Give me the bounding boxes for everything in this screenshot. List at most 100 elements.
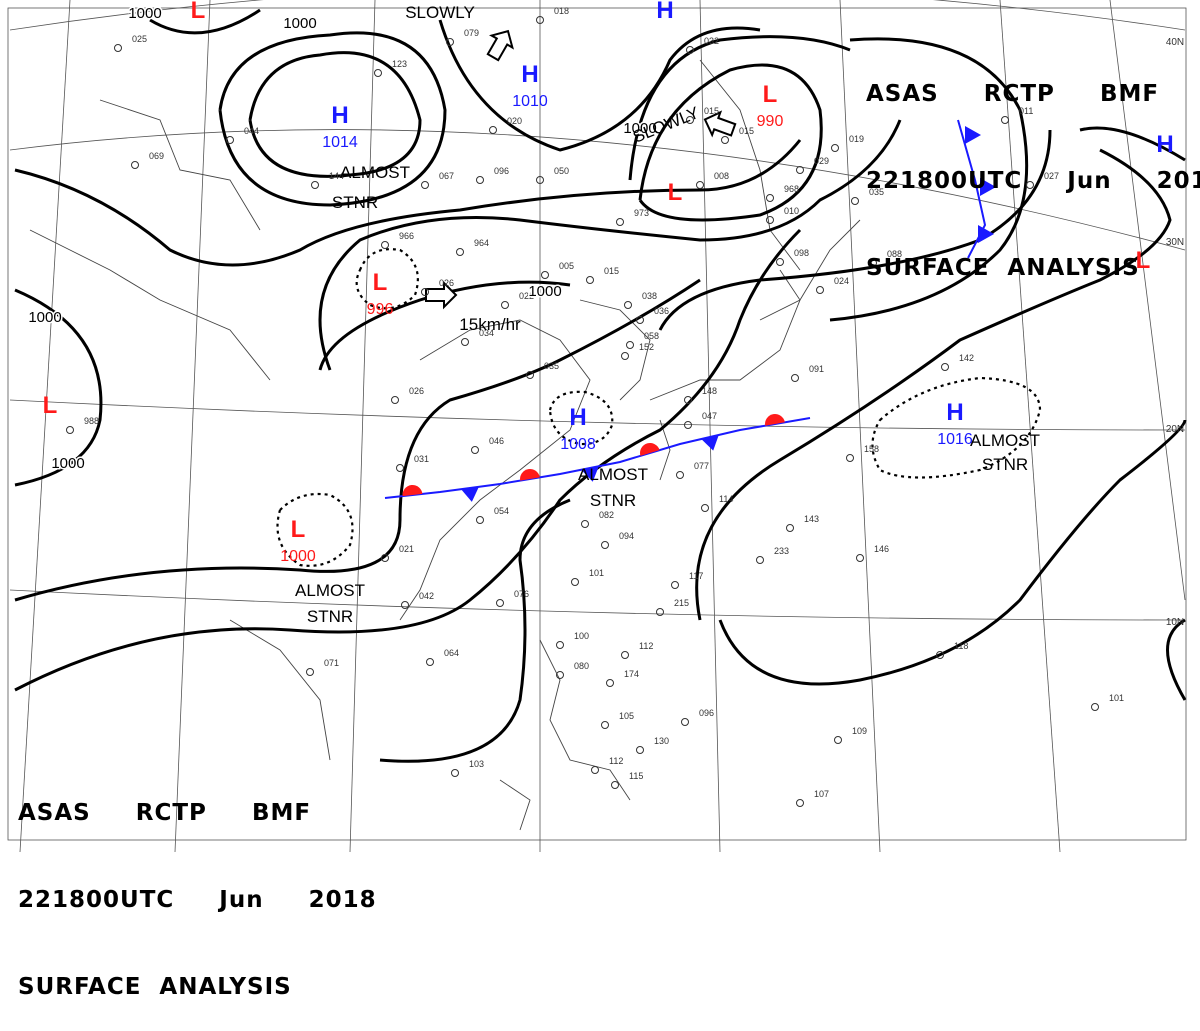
station-marker [787,525,794,532]
station-pressure: 005 [559,261,574,271]
annotation: STNR [307,607,353,626]
station-marker [767,217,774,224]
station-marker [312,182,319,189]
annotation: ALMOST [970,431,1040,450]
station-pressure: 101 [1109,693,1124,703]
station-marker [832,145,839,152]
station-pressure: 973 [634,208,649,218]
isobar-label: 1000 [128,5,161,22]
station-marker [542,272,549,279]
station-pressure: 080 [574,661,589,671]
station-marker [587,277,594,284]
station-pressure: 115 [629,771,643,781]
station-pressure: 058 [644,331,659,341]
station-pressure: 091 [809,364,824,374]
station-marker [132,162,139,169]
station-marker [582,521,589,528]
station-marker [612,782,619,789]
station-pressure: 158 [864,444,879,454]
station-marker [572,579,579,586]
latitude-line [10,590,1185,620]
center-pressure: 996 [367,301,394,318]
station-pressure: 008 [714,171,729,181]
station-marker [767,195,774,202]
station-pressure: 112 [639,641,653,651]
station-marker [427,659,434,666]
station-pressure: 036 [654,306,669,316]
station-marker [497,600,504,607]
station-pressure: 174 [624,669,639,679]
station-marker [852,198,859,205]
station-marker [627,342,634,349]
station-marker [602,722,609,729]
station-pressure: 107 [814,789,829,799]
annotation: ALMOST [340,163,410,182]
station-marker [462,339,469,346]
station-marker [942,364,949,371]
station-marker [375,70,382,77]
isobar-line [1168,620,1186,700]
station-pressure: 103 [469,759,484,769]
station-marker [817,287,824,294]
station-marker [702,505,709,512]
station-pressure: 964 [474,238,489,248]
station-pressure: 026 [439,278,454,288]
movement-arrow-icon [483,25,519,63]
annotation: ALMOST [295,581,365,600]
station-pressure: 233 [774,546,789,556]
isobar-label: 1000 [283,15,316,32]
station-pressure: 082 [599,510,614,520]
station-pressure: 096 [699,708,714,718]
header-line-3: SURFACE ANALYSIS [866,254,1200,283]
station-pressure: 015 [604,266,619,276]
low-center: L [191,0,206,24]
latitude-line [10,400,1185,430]
annotation: STNR [332,193,378,212]
station-pressure: 105 [619,711,634,721]
station-pressure: 142 [959,353,974,363]
station-pressure: 015 [704,106,719,116]
station-pressure: 047 [702,411,717,421]
station-pressure: 038 [642,291,657,301]
station-pressure: 029 [814,156,829,166]
station-pressure: 032 [704,36,719,46]
station-marker [722,137,729,144]
header-line-3: SURFACE ANALYSIS [18,973,377,1002]
station-pressure: 096 [494,166,509,176]
station-pressure: 098 [794,248,809,258]
coastline [30,230,270,380]
station-pressure: 076 [514,589,529,599]
meridian-line [20,0,70,852]
station-marker [622,353,629,360]
station-pressure: 025 [132,34,147,44]
station-pressure: 010 [784,206,799,216]
high-center: H [331,0,348,6]
station-pressure: 143 [804,514,819,524]
station-pressure: 112 [609,756,623,766]
station-pressure: 064 [444,648,459,658]
low-center: L [43,392,58,419]
station-pressure: 117 [689,571,703,581]
high-center: H [656,0,673,24]
station-pressure: 968 [784,184,799,194]
station-pressure: 031 [414,454,429,464]
station-marker [382,242,389,249]
station-pressure: 020 [507,116,522,126]
station-marker [757,557,764,564]
station-pressure: 050 [554,166,569,176]
station-marker [625,302,632,309]
isobar-line [720,420,1185,684]
station-pressure: 101 [589,568,604,578]
station-marker [392,397,399,404]
cold-front-symbol [461,487,481,503]
coastline [230,620,330,760]
annotation: SLOWLY [405,3,475,22]
station-pressure: 046 [489,436,504,446]
station-marker [472,447,479,454]
low-center: L [763,81,778,108]
station-marker [422,182,429,189]
station-marker [792,375,799,382]
coastline [100,100,260,230]
station-pressure: 130 [654,736,669,746]
station-pressure: 100 [574,631,589,641]
